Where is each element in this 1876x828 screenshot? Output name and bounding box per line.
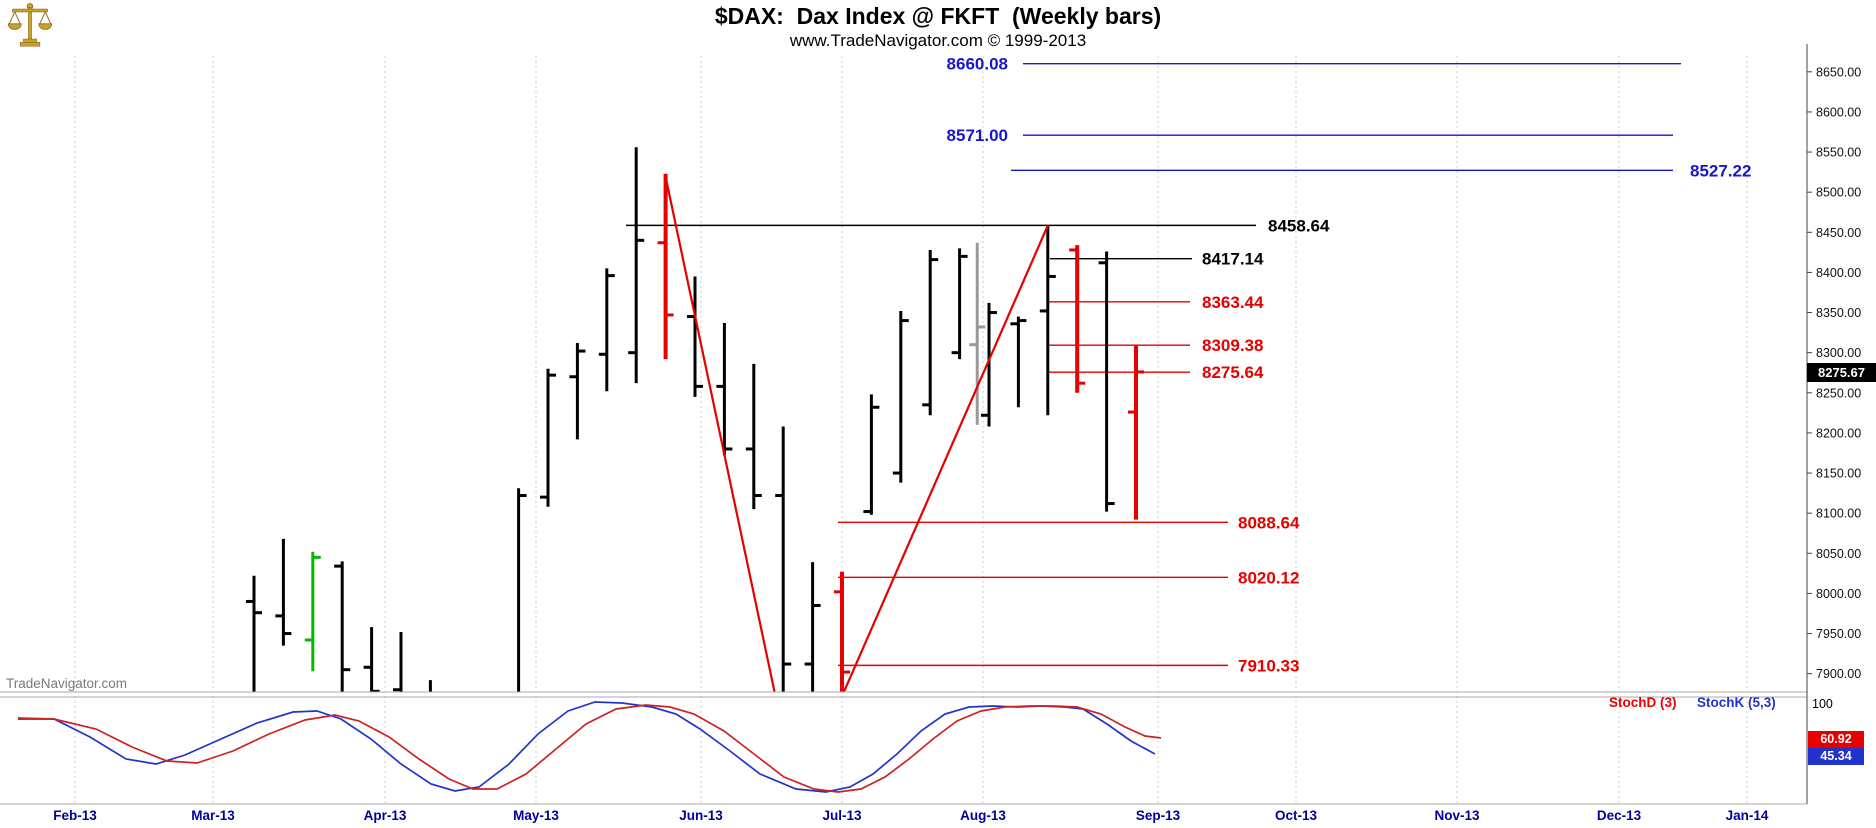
trendline	[663, 173, 776, 692]
scales-icon	[7, 3, 53, 47]
level-label: 7910.33	[1238, 656, 1299, 675]
level-label: 8417.14	[1202, 250, 1264, 269]
month-label: Feb-13	[53, 808, 97, 823]
price-axis-label: 8150.00	[1816, 467, 1861, 481]
level-label: 8660.08	[947, 55, 1008, 74]
level-label: 8527.22	[1690, 161, 1751, 180]
price-axis-label: 8550.00	[1816, 146, 1861, 160]
chart-subtitle: www.TradeNavigator.com © 1999-2013	[789, 31, 1087, 50]
price-axis-label: 8400.00	[1816, 266, 1861, 280]
level-label: 8458.64	[1268, 216, 1330, 235]
month-label: Sep-13	[1136, 808, 1181, 823]
stoch-scale-label: 100	[1812, 697, 1833, 711]
price-axis-label: 8200.00	[1816, 426, 1861, 440]
price-axis-label: 8050.00	[1816, 547, 1861, 561]
price-axis-label: 8450.00	[1816, 226, 1861, 240]
stochk-value-badge: 45.34	[1808, 748, 1864, 765]
price-axis-label: 7900.00	[1816, 667, 1861, 681]
price-axis-label: 8300.00	[1816, 346, 1861, 360]
month-label: Apr-13	[364, 808, 407, 823]
price-axis-label: 8350.00	[1816, 306, 1861, 320]
month-label: Aug-13	[960, 808, 1006, 823]
month-label: Nov-13	[1434, 808, 1480, 823]
price-axis-label: 8250.00	[1816, 386, 1861, 400]
stochd-line	[17, 704, 1162, 793]
level-label: 8020.12	[1238, 568, 1299, 587]
month-label: Jan-14	[1726, 808, 1769, 823]
level-label: 8571.00	[947, 126, 1008, 145]
price-axis-label: 8500.00	[1816, 186, 1861, 200]
level-label: 8363.44	[1202, 293, 1264, 312]
chart-title: $DAX: Dax Index @ FKFT (Weekly bars)	[714, 3, 1162, 29]
stochd-value-badge: 60.92	[1808, 731, 1864, 748]
last-price-badge: 8275.67	[1807, 363, 1876, 382]
price-axis-label: 8000.00	[1816, 587, 1861, 601]
level-label: 8088.64	[1238, 513, 1300, 532]
month-label: Oct-13	[1275, 808, 1318, 823]
price-axis-label: 8650.00	[1816, 65, 1861, 79]
stochk-legend: StochK (5,3)	[1697, 695, 1776, 710]
tradenavigator-logo	[7, 2, 56, 52]
price-axis-label: 8600.00	[1816, 105, 1861, 119]
price-axis-label: 8100.00	[1816, 507, 1861, 521]
trendline	[842, 224, 1050, 692]
month-label: Dec-13	[1597, 808, 1642, 823]
price-axis-label: 7950.00	[1816, 627, 1861, 641]
watermark: TradeNavigator.com	[6, 676, 128, 691]
month-label: Mar-13	[191, 808, 235, 823]
stochk-line	[18, 701, 1156, 793]
month-label: Jun-13	[679, 808, 723, 823]
stochd-legend: StochD (3)	[1609, 695, 1677, 710]
level-label: 8275.64	[1202, 363, 1264, 382]
month-label: May-13	[513, 808, 559, 823]
month-label: Jul-13	[822, 808, 862, 823]
level-label: 8309.38	[1202, 336, 1263, 355]
